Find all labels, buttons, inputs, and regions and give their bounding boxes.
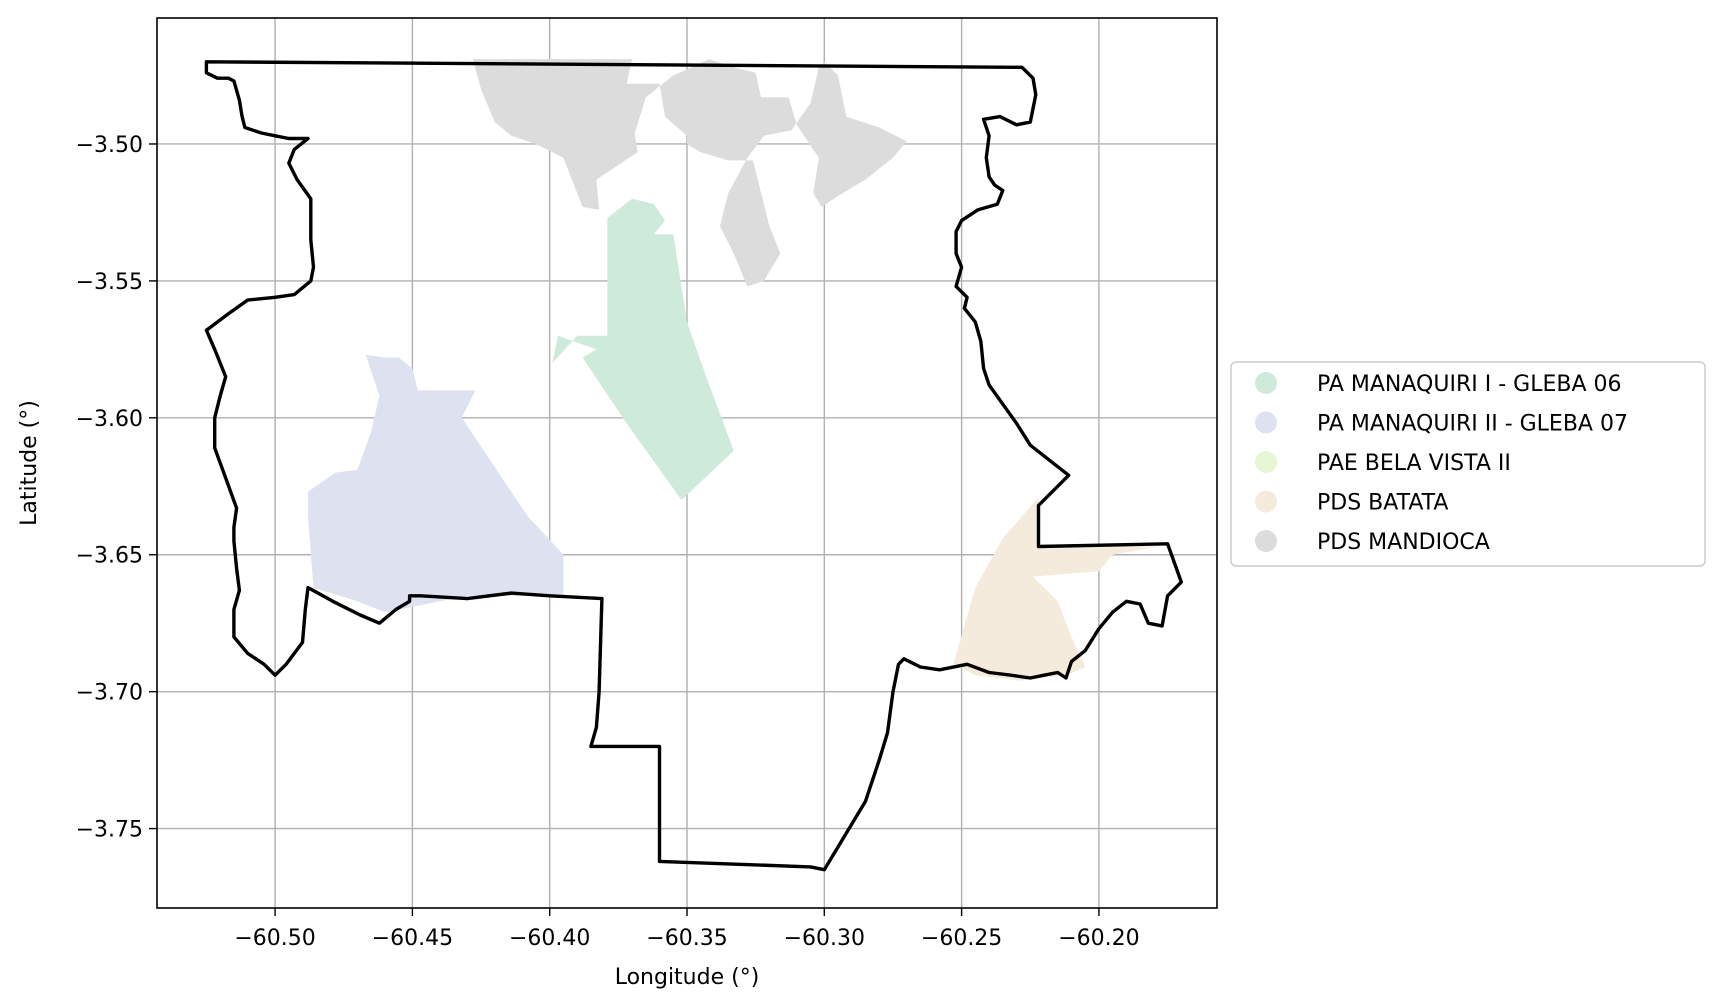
y-axis-label: Latitude (°) (17, 400, 42, 526)
y-tick-label: −3.75 (76, 818, 143, 843)
y-tick-label: −3.70 (76, 681, 143, 706)
legend-marker (1255, 411, 1277, 434)
x-tick-label: −60.50 (234, 926, 315, 951)
legend-marker (1255, 490, 1277, 513)
legend-label: PA MANAQUIRI I - GLEBA 06 (1317, 372, 1621, 397)
region-pds-mandioca (472, 59, 907, 287)
legend-items: PA MANAQUIRI I - GLEBA 06 PA MANAQUIRI II… (1255, 372, 1628, 555)
legend-label: PDS MANDIOCA (1317, 530, 1490, 555)
x-tick-label: −60.40 (509, 926, 590, 951)
x-axis-label: Longitude (°) (615, 965, 760, 990)
legend-frame (1230, 361, 1706, 567)
municipal-boundary (204, 60, 1183, 872)
legend-label: PA MANAQUIRI II - GLEBA 07 (1317, 412, 1628, 437)
legend-marker (1255, 451, 1277, 473)
y-axis-ticks: −3.50 −3.55 −3.60 −3.65 −3.70 −3.75 (76, 133, 157, 843)
y-tick-label: −3.50 (76, 133, 143, 158)
y-tick-label: −3.60 (76, 407, 143, 432)
x-tick-label: −60.45 (372, 926, 453, 951)
boundary-outline (204, 60, 1183, 872)
x-tick-label: −60.35 (646, 926, 727, 951)
legend-marker (1255, 372, 1277, 394)
y-tick-label: −3.55 (76, 270, 143, 295)
x-tick-label: −60.25 (921, 926, 1002, 951)
legend-marker (1255, 530, 1277, 552)
region-pa-manaquiri-i-gleba-06 (552, 198, 734, 500)
region-pds-batata (953, 497, 1160, 681)
x-tick-label: −60.20 (1058, 926, 1139, 951)
x-tick-label: −60.30 (784, 926, 865, 951)
legend-label: PAE BELA VISTA II (1317, 451, 1511, 476)
settlement-regions (308, 59, 1160, 681)
region-pa-manaquiri-ii-gleba-07 (308, 354, 564, 613)
x-axis-ticks: −60.50 −60.45 −60.40 −60.35 −60.30 −60.25 −60.… (234, 908, 1140, 951)
legend-label: PDS BATATA (1317, 491, 1448, 516)
y-tick-label: −3.65 (76, 544, 143, 569)
legend: PA MANAQUIRI I - GLEBA 06 PA MANAQUIRI II… (1230, 361, 1706, 567)
